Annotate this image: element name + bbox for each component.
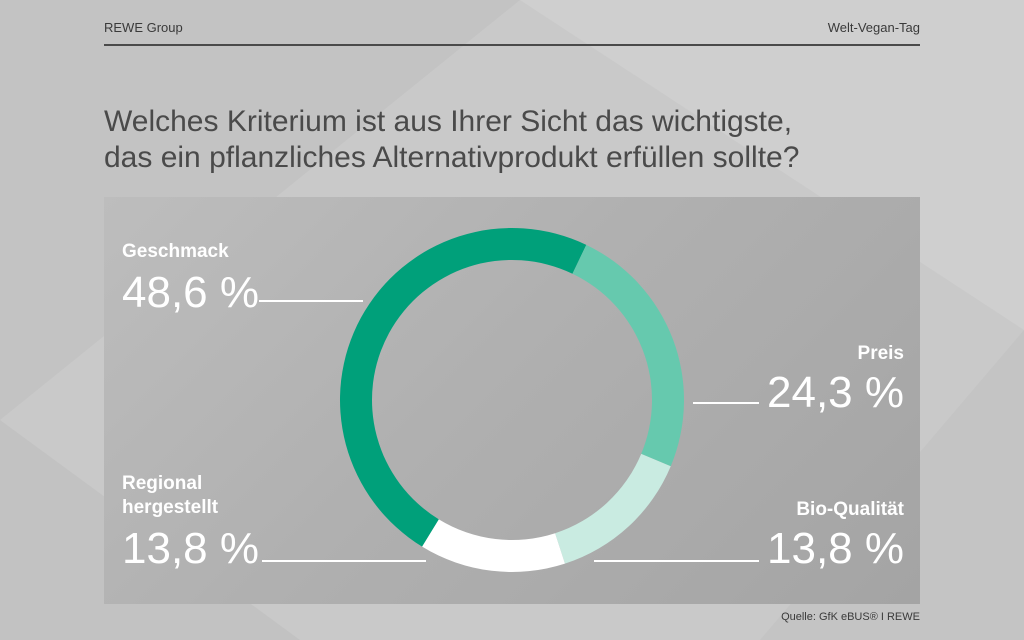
donut-slice-bio-qualit-t — [555, 453, 671, 564]
label-bio-value: 13,8 % — [767, 524, 904, 573]
label-bio-name: Bio-Qualität — [796, 499, 904, 520]
label-regional-value: 13,8 % — [122, 524, 259, 573]
label-geschmack-value: 48,6 % — [122, 268, 259, 317]
donut-slice-preis — [572, 244, 684, 467]
leader-lines — [259, 300, 759, 562]
label-regional-name-line-1: Regional — [122, 473, 203, 494]
donut-chart — [259, 227, 759, 572]
source-note: Quelle: GfK eBUS® I REWE — [781, 611, 920, 623]
label-preis-name: Preis — [857, 343, 904, 364]
label-geschmack-name: Geschmack — [122, 241, 229, 262]
brand-label: REWE Group — [104, 20, 183, 35]
chart-panel: Geschmack 48,6 % Preis 24,3 % Regional h… — [104, 197, 920, 604]
header-divider — [104, 44, 920, 46]
donut-slice-regional-hergestellt — [422, 519, 565, 572]
donut-slice-geschmack — [340, 227, 587, 547]
label-preis-value: 24,3 % — [767, 368, 904, 417]
chart-title: Welches Kriterium ist aus Ihrer Sicht da… — [104, 104, 924, 176]
topic-label: Welt-Vegan-Tag — [827, 20, 920, 35]
label-regional-name-line-2: hergestellt — [122, 497, 219, 518]
chart-title-line-1: Welches Kriterium ist aus Ihrer Sicht da… — [104, 105, 793, 138]
donut-slices — [340, 227, 684, 572]
chart-title-line-2: das ein pflanzliches Alternativprodukt e… — [104, 141, 800, 174]
